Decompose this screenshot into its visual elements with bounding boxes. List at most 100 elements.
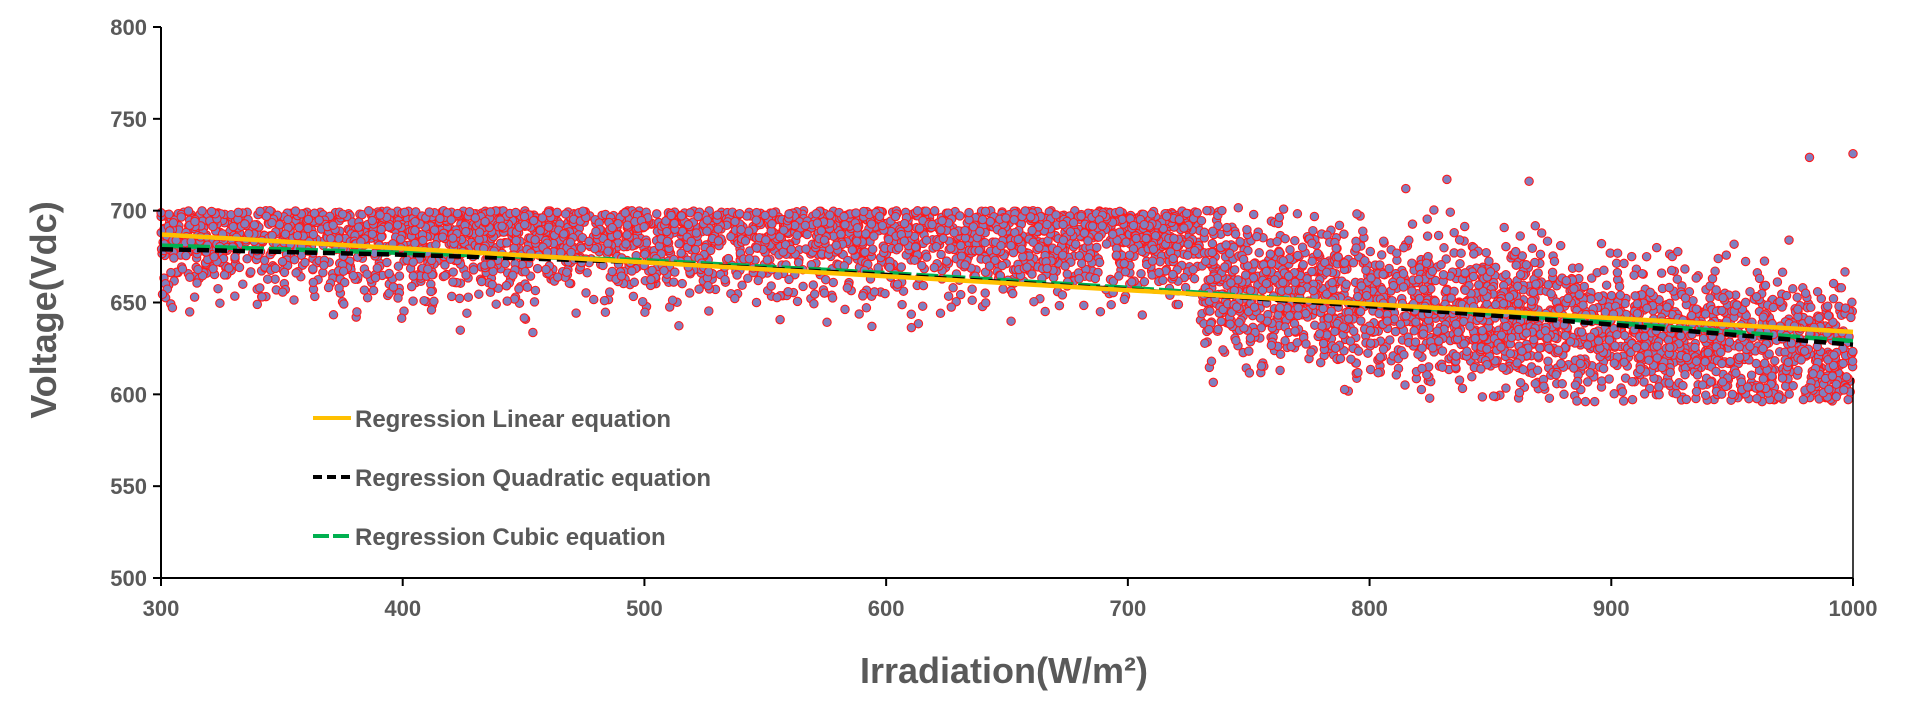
scatter-point [1484,256,1494,266]
scatter-point [1596,238,1607,249]
scatter-point [753,275,763,286]
scatter-point [985,216,996,227]
scatter-point [792,296,803,307]
scatter-point [1586,294,1596,304]
scatter-point [1107,229,1118,240]
scatter-point [283,214,293,225]
scatter-point [694,284,704,294]
scatter-point [621,239,631,249]
scatter-point [1467,372,1477,382]
scatter-point [685,208,695,218]
scatter-point [931,241,942,252]
scatter-point [392,220,403,230]
scatter-point [1579,281,1590,292]
scatter-point [1079,228,1090,238]
scatter-point [1233,203,1244,213]
scatter-point [238,279,248,289]
scatter-point [825,210,835,220]
scatter-point [1385,335,1395,345]
scatter-point [395,234,406,244]
scatter-point [228,221,238,232]
scatter-point [1433,230,1444,241]
scatter-point [1173,299,1184,310]
scatter-point [394,271,405,281]
scatter-point [1639,389,1650,399]
scatter-point [209,252,219,262]
scatter-point [1754,273,1765,284]
scatter-point [921,235,932,246]
scatter-point [1501,269,1511,280]
scatter-point [977,214,988,225]
scatter-point [669,218,680,229]
scatter-point [1526,296,1537,307]
scatter-point [935,308,946,319]
scatter-point [1181,208,1192,219]
scatter-point [230,291,240,301]
scatter-point [1680,264,1690,274]
scatter-point [1542,236,1553,246]
scatter-point [1575,358,1586,369]
scatter-point [906,309,917,320]
scatter-point [476,276,487,287]
scatter-point [948,283,958,293]
scatter-point [980,288,990,298]
scatter-point [740,236,751,246]
scatter-point [1758,374,1769,384]
scatter-point [461,226,471,237]
scatter-point [637,296,648,307]
scatter-point [468,265,479,275]
scatter-point [1531,279,1541,289]
scatter-point [280,229,291,239]
scatter-point [348,270,359,281]
scatter-point [1533,351,1543,361]
scatter-point [703,266,714,277]
scatter-point [215,298,225,308]
scatter-point [510,207,521,218]
scatter-point [1330,326,1340,337]
scatter-point [847,245,858,255]
scatter-point [1606,290,1617,301]
scatter-point [828,277,839,288]
scatter-point [184,307,195,317]
scatter-point [1339,229,1349,239]
scatter-point [189,292,200,302]
scatter-point [1775,296,1785,307]
scatter-point [408,296,418,306]
scatter-point [1245,285,1256,296]
scatter-point [362,293,373,303]
scatter-point [1057,250,1068,260]
scatter-point [1206,356,1217,367]
scatter-point [1453,327,1463,338]
scatter-point [690,244,701,255]
scatter-point [662,236,673,247]
scatter-point [801,244,811,254]
scatter-point [1207,247,1217,258]
scatter-point [1678,380,1688,391]
scatter-point [514,284,524,294]
scatter-point [1338,322,1349,332]
scatter-point [1734,342,1745,352]
scatter-point [1501,321,1511,332]
scatter-point [967,284,977,294]
scatter-point [1421,258,1432,269]
scatter-point [1365,338,1376,348]
scatter-point [376,224,387,235]
scatter-point [1398,268,1409,279]
scatter-point [768,208,778,218]
scatter-point [1533,268,1543,278]
scatter-point [869,231,879,241]
scatter-point [157,289,168,300]
scatter-point [811,209,821,219]
scatter-point [1662,302,1672,312]
scatter-point [1065,227,1076,237]
scatter-point [244,229,254,239]
scatter-point [929,262,940,273]
scatter-point [1280,233,1290,244]
scatter-point [419,295,429,306]
scatter-point [289,254,300,265]
scatter-point [1770,356,1780,366]
scatter-point [946,243,956,253]
scatter-point [1042,263,1052,274]
scatter-point [1378,236,1389,246]
